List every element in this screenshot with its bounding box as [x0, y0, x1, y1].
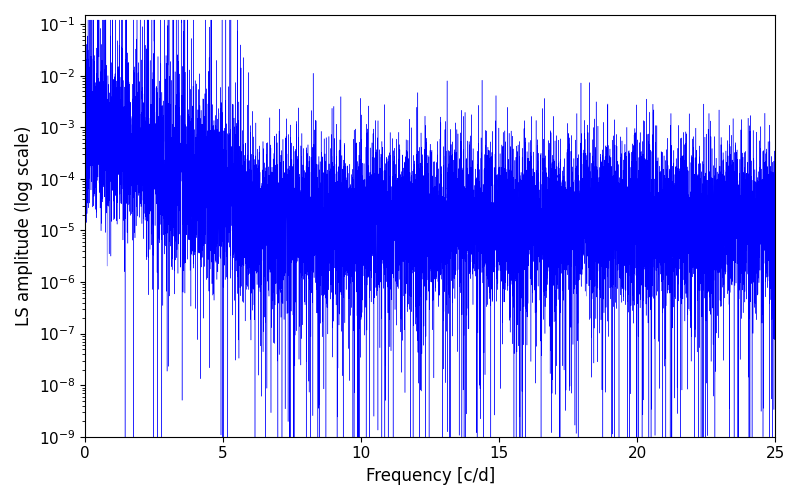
X-axis label: Frequency [c/d]: Frequency [c/d] — [366, 467, 494, 485]
Y-axis label: LS amplitude (log scale): LS amplitude (log scale) — [15, 126, 33, 326]
